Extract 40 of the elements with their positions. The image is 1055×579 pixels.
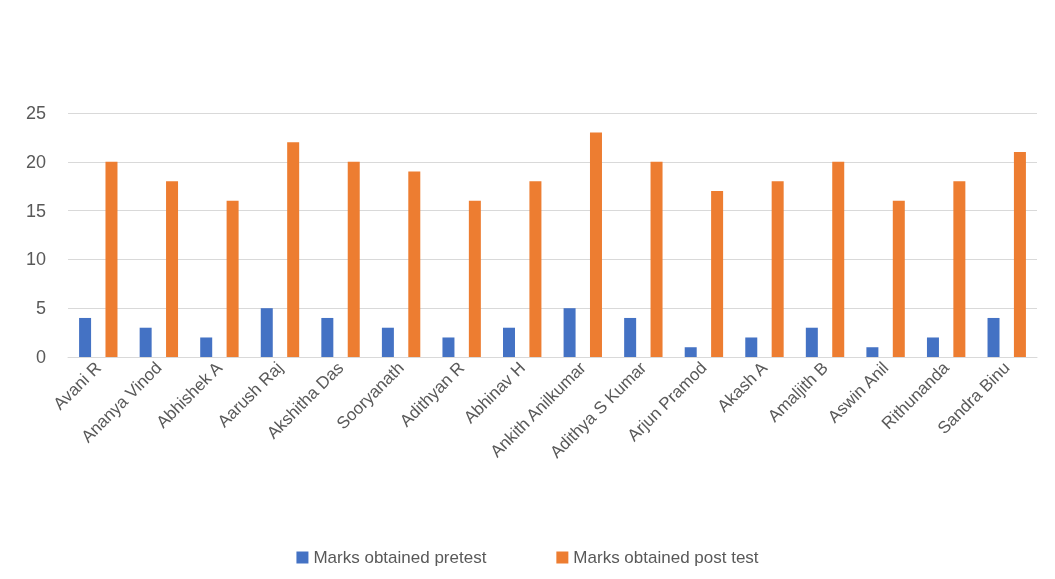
bar: [892, 200, 905, 357]
bar: [139, 327, 152, 357]
bar: [745, 337, 758, 357]
bar: [832, 161, 845, 357]
bar: [321, 317, 334, 357]
y-tick-label: 5: [35, 298, 46, 319]
y-tick-label: 10: [25, 249, 46, 270]
bar: [408, 171, 421, 357]
y-tick-label: 20: [25, 151, 46, 172]
bar: [200, 337, 213, 357]
bar: [684, 347, 697, 357]
bar: [711, 191, 724, 357]
bar: [926, 337, 939, 357]
bar: [442, 337, 455, 357]
bar: [468, 200, 481, 357]
bar: [503, 327, 516, 357]
bar: [563, 308, 576, 357]
bar: [79, 317, 92, 357]
bar: [953, 181, 966, 357]
bar: [105, 161, 118, 357]
bar: [529, 181, 542, 357]
bar: [866, 347, 879, 357]
y-tick-label: 0: [35, 347, 46, 367]
bar: [771, 181, 784, 357]
legend-label: Marks obtained post test: [573, 548, 759, 567]
bar: [287, 142, 300, 357]
bar: [1013, 152, 1026, 357]
bar: [226, 200, 239, 357]
bar: [347, 161, 360, 357]
legend-label: Marks obtained pretest: [313, 548, 487, 567]
bar: [166, 181, 179, 357]
bar: [624, 317, 637, 357]
y-tick-label: 15: [25, 200, 46, 221]
bar: [987, 317, 1000, 357]
bar: [805, 327, 818, 357]
bar: [589, 132, 602, 357]
bar: [381, 327, 394, 357]
y-tick-label: 25: [25, 103, 46, 123]
bar: [650, 161, 663, 357]
bar: [260, 308, 273, 357]
